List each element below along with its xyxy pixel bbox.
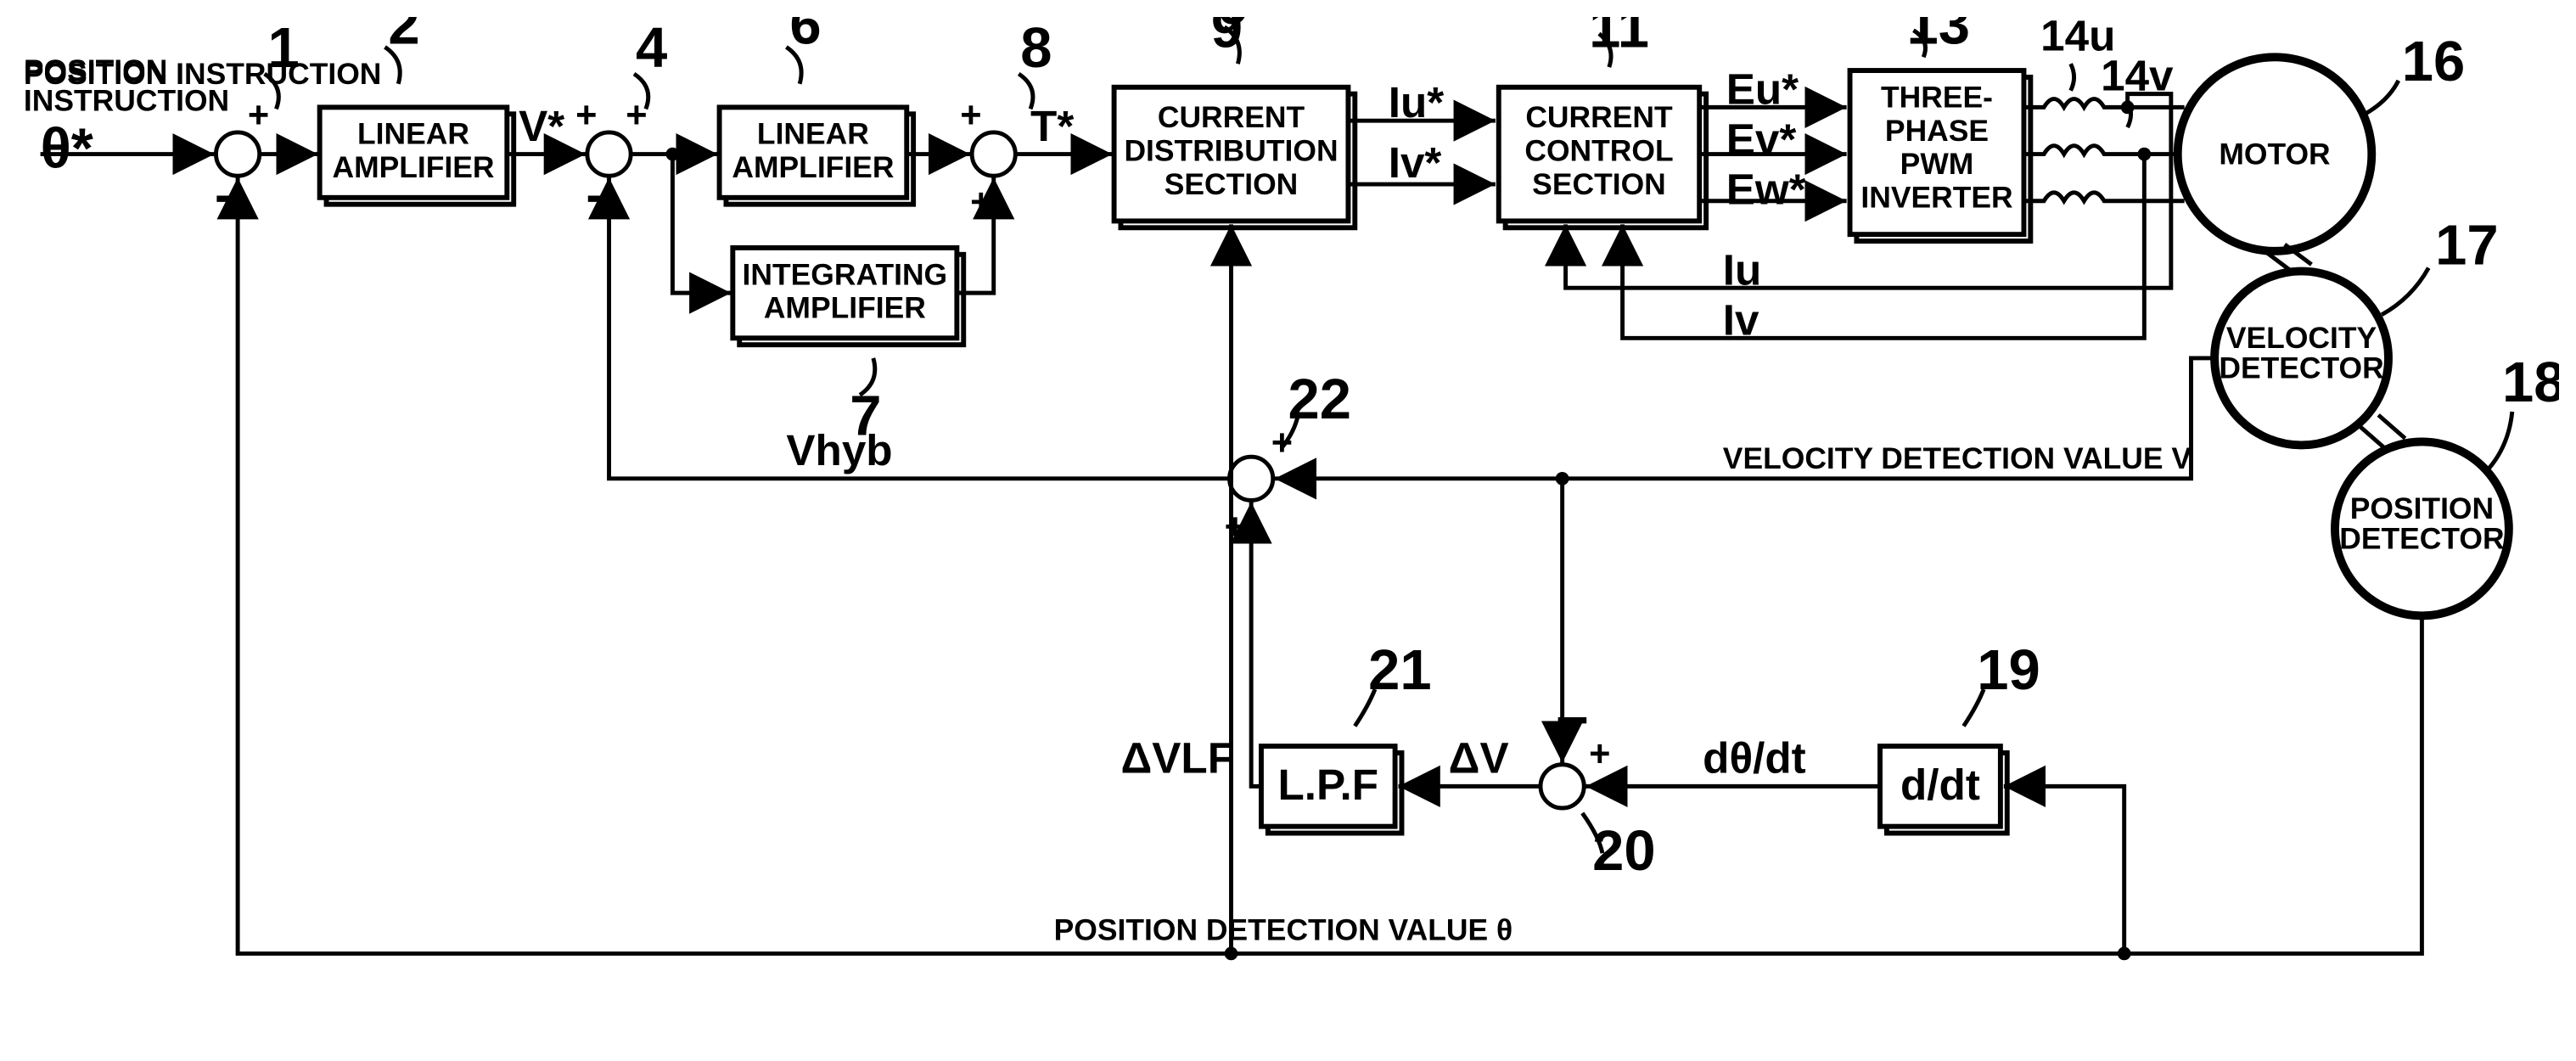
v-star-label: V* <box>519 102 564 150</box>
svg-text:VELOCITY: VELOCITY <box>2226 321 2377 355</box>
svg-text:PHASE: PHASE <box>1885 114 1989 148</box>
dtheta-dt-label: dθ/dt <box>1703 734 1806 783</box>
svg-text:SECTION: SECTION <box>1165 167 1299 201</box>
svg-text:+: + <box>970 182 991 223</box>
svg-text:LINEAR: LINEAR <box>357 117 469 151</box>
svg-text:POSITION: POSITION <box>2350 491 2494 525</box>
ref-4: 4 <box>636 17 667 80</box>
ref-8: 8 <box>1020 17 1052 80</box>
svg-text:CURRENT: CURRENT <box>1158 100 1305 134</box>
ref-13: 13 <box>1907 17 1971 57</box>
svg-text:THREE-: THREE- <box>1881 80 1993 114</box>
svg-text:LINEAR: LINEAR <box>757 117 869 151</box>
ref-16: 16 <box>2402 30 2466 93</box>
svg-text:d/dt: d/dt <box>1900 761 1980 809</box>
svg-text:−: − <box>586 166 619 230</box>
dvlf-label: ΔVLF <box>1120 734 1234 783</box>
ref-6: 6 <box>789 17 821 57</box>
position-value-label: POSITION DETECTION VALUE θ <box>1054 913 1513 947</box>
svg-text:+: + <box>626 95 647 136</box>
svg-text:DETECTOR: DETECTOR <box>2339 522 2504 556</box>
t-star-label: T* <box>1030 102 1074 150</box>
svg-text:9: 9 <box>1211 17 1243 59</box>
velocity-value-label: VELOCITY DETECTION VALUE V <box>1723 441 2192 475</box>
svg-text:L.P.F: L.P.F <box>1277 761 1378 809</box>
ref-17: 17 <box>2435 214 2499 278</box>
svg-text:CONTROL: CONTROL <box>1524 133 1673 167</box>
sum-22 <box>1230 457 1273 500</box>
iv-star-label: Iv* <box>1389 138 1442 187</box>
svg-text:+: + <box>1589 734 1610 775</box>
sum-20 <box>1541 765 1584 808</box>
theta-star-label: θ* <box>41 116 93 180</box>
vhyb-label: Vhyb <box>786 426 892 474</box>
ref-11: 11 <box>1589 17 1649 59</box>
ref-1: 1 <box>268 17 300 80</box>
ref-18: 18 <box>2502 351 2559 414</box>
svg-text:MOTOR: MOTOR <box>2219 137 2330 171</box>
svg-text:POSITION: POSITION <box>24 53 167 87</box>
ew-star-label: Ew* <box>1726 166 1806 214</box>
sum-8 <box>972 132 1015 176</box>
ref-2: 2 <box>388 17 419 57</box>
svg-text:CURRENT: CURRENT <box>1525 100 1673 134</box>
svg-text:DISTRIBUTION: DISTRIBUTION <box>1124 133 1338 167</box>
svg-text:DETECTOR: DETECTOR <box>2219 351 2383 385</box>
ref-19: 19 <box>1977 638 2040 702</box>
svg-text:AMPLIFIER: AMPLIFIER <box>332 150 494 184</box>
ref-21: 21 <box>1368 638 1432 702</box>
svg-text:INSTRUCTION: INSTRUCTION <box>24 83 229 117</box>
minus-sign: − <box>215 166 248 230</box>
block-diagram: POSITION INSTRUCTION POSITION INSTRUCTIO… <box>17 17 2559 1044</box>
plus-sign: + <box>248 95 269 136</box>
svg-text:AMPLIFIER: AMPLIFIER <box>732 150 894 184</box>
svg-text:SECTION: SECTION <box>1532 167 1666 201</box>
svg-text:PWM: PWM <box>1900 147 1974 181</box>
svg-text:+: + <box>960 95 981 136</box>
dv-label: ΔV <box>1449 734 1509 783</box>
svg-text:+: + <box>1225 507 1246 547</box>
svg-text:+: + <box>575 95 597 136</box>
svg-text:INVERTER: INVERTER <box>1860 181 2012 215</box>
svg-text:INTEGRATING: INTEGRATING <box>743 257 948 291</box>
svg-text:AMPLIFIER: AMPLIFIER <box>764 291 926 325</box>
